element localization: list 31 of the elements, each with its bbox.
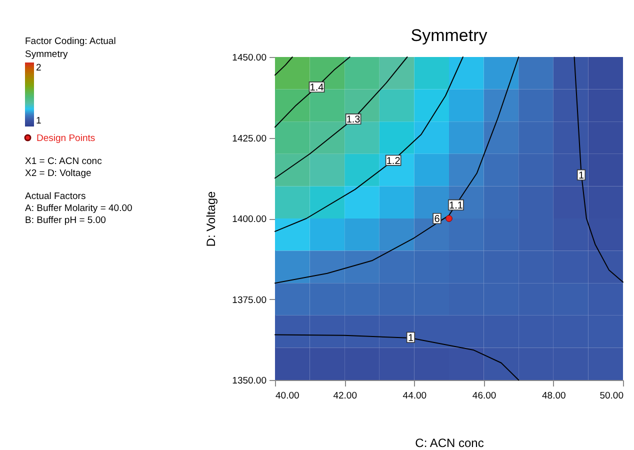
y-tick-label: 1425.00 xyxy=(232,133,266,144)
annotation: 1.1 xyxy=(449,200,464,212)
annotation: 6 xyxy=(434,214,440,225)
x-tick-label: 50.00 xyxy=(600,390,624,402)
y-axis-title: D: Voltage xyxy=(204,190,218,247)
legend-title: Symmetry xyxy=(25,49,68,60)
text: A: Buffer Molarity = 40.00 xyxy=(25,203,132,215)
y-tick-label: 1400.00 xyxy=(232,214,266,225)
y-tick-label: 1450.00 xyxy=(232,52,266,64)
x-tick-label: 42.00 xyxy=(333,390,357,402)
text: X1 = C: ACN conc xyxy=(25,156,102,168)
annotation: 1 xyxy=(578,170,584,182)
x-axis-title: C: ACN conc xyxy=(415,436,484,450)
text: Actual Factors xyxy=(25,191,86,203)
x-tick-label: 48.00 xyxy=(542,390,566,402)
annotation: 1 xyxy=(408,332,414,344)
annotation: 1.2 xyxy=(386,156,401,167)
annotation: 1.3 xyxy=(346,114,361,126)
text: B: Buffer pH = 5.00 xyxy=(25,215,106,227)
text: Factor Coding: Actual xyxy=(25,36,116,48)
y-tick-label: 1350.00 xyxy=(232,376,266,386)
x-tick-label: 46.00 xyxy=(472,390,496,402)
annotation: 1.4 xyxy=(310,82,324,94)
color-bar-label: 2 xyxy=(36,62,42,74)
x-tick-label: 44.00 xyxy=(402,390,427,402)
text: X2 = D: Voltage xyxy=(25,168,92,180)
x-tick-label: 40.00 xyxy=(276,390,300,402)
legend-label: Design Points xyxy=(36,132,96,144)
y-tick-label: 1375.00 xyxy=(232,294,266,306)
color-bar-label: 1 xyxy=(36,116,42,127)
chart-title: Symmetry xyxy=(410,26,488,45)
